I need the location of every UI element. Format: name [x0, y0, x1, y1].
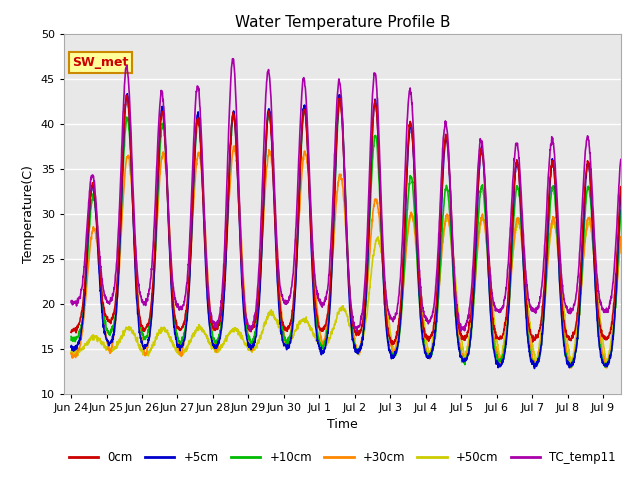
Text: SW_met: SW_met	[72, 56, 129, 69]
Legend: 0cm, +5cm, +10cm, +30cm, +50cm, TC_temp11: 0cm, +5cm, +10cm, +30cm, +50cm, TC_temp1…	[64, 446, 621, 469]
Title: Water Temperature Profile B: Water Temperature Profile B	[235, 15, 450, 30]
X-axis label: Time: Time	[327, 418, 358, 431]
Y-axis label: Temperature(C): Temperature(C)	[22, 165, 35, 263]
